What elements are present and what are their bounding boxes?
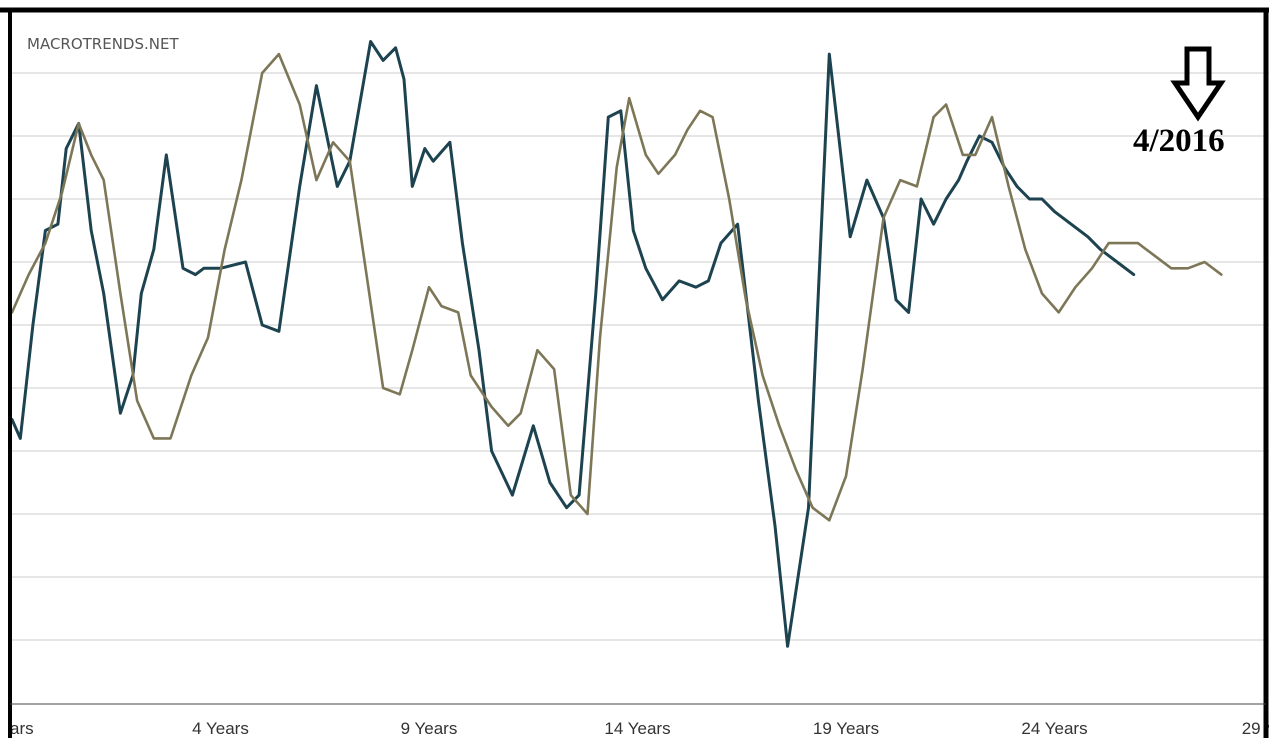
- series-line-dark: [10, 40, 1136, 648]
- x-axis-ticks: ars 4 Years 9 Years 14 Years 19 Years 24 Year…: [10, 719, 1269, 738]
- annotation-label: 4/2016: [1133, 123, 1225, 159]
- down-arrow-icon: [1170, 46, 1226, 122]
- x-tick-label: 19 Years: [813, 719, 879, 738]
- watermark: MACROTRENDS.NET: [27, 35, 179, 53]
- x-tick-label: 9 Years: [401, 719, 458, 738]
- x-tick-label: 24 Years: [1021, 719, 1087, 738]
- series-layer: [10, 40, 1223, 648]
- x-tick-label: 29 Ye: [1242, 719, 1269, 738]
- x-tick-label: ars: [10, 719, 34, 738]
- chart-frame-border: [0, 7, 1269, 738]
- x-tick-label: 4 Years: [192, 719, 249, 738]
- series-line-olive: [10, 52, 1223, 522]
- x-tick-label: 14 Years: [604, 719, 670, 738]
